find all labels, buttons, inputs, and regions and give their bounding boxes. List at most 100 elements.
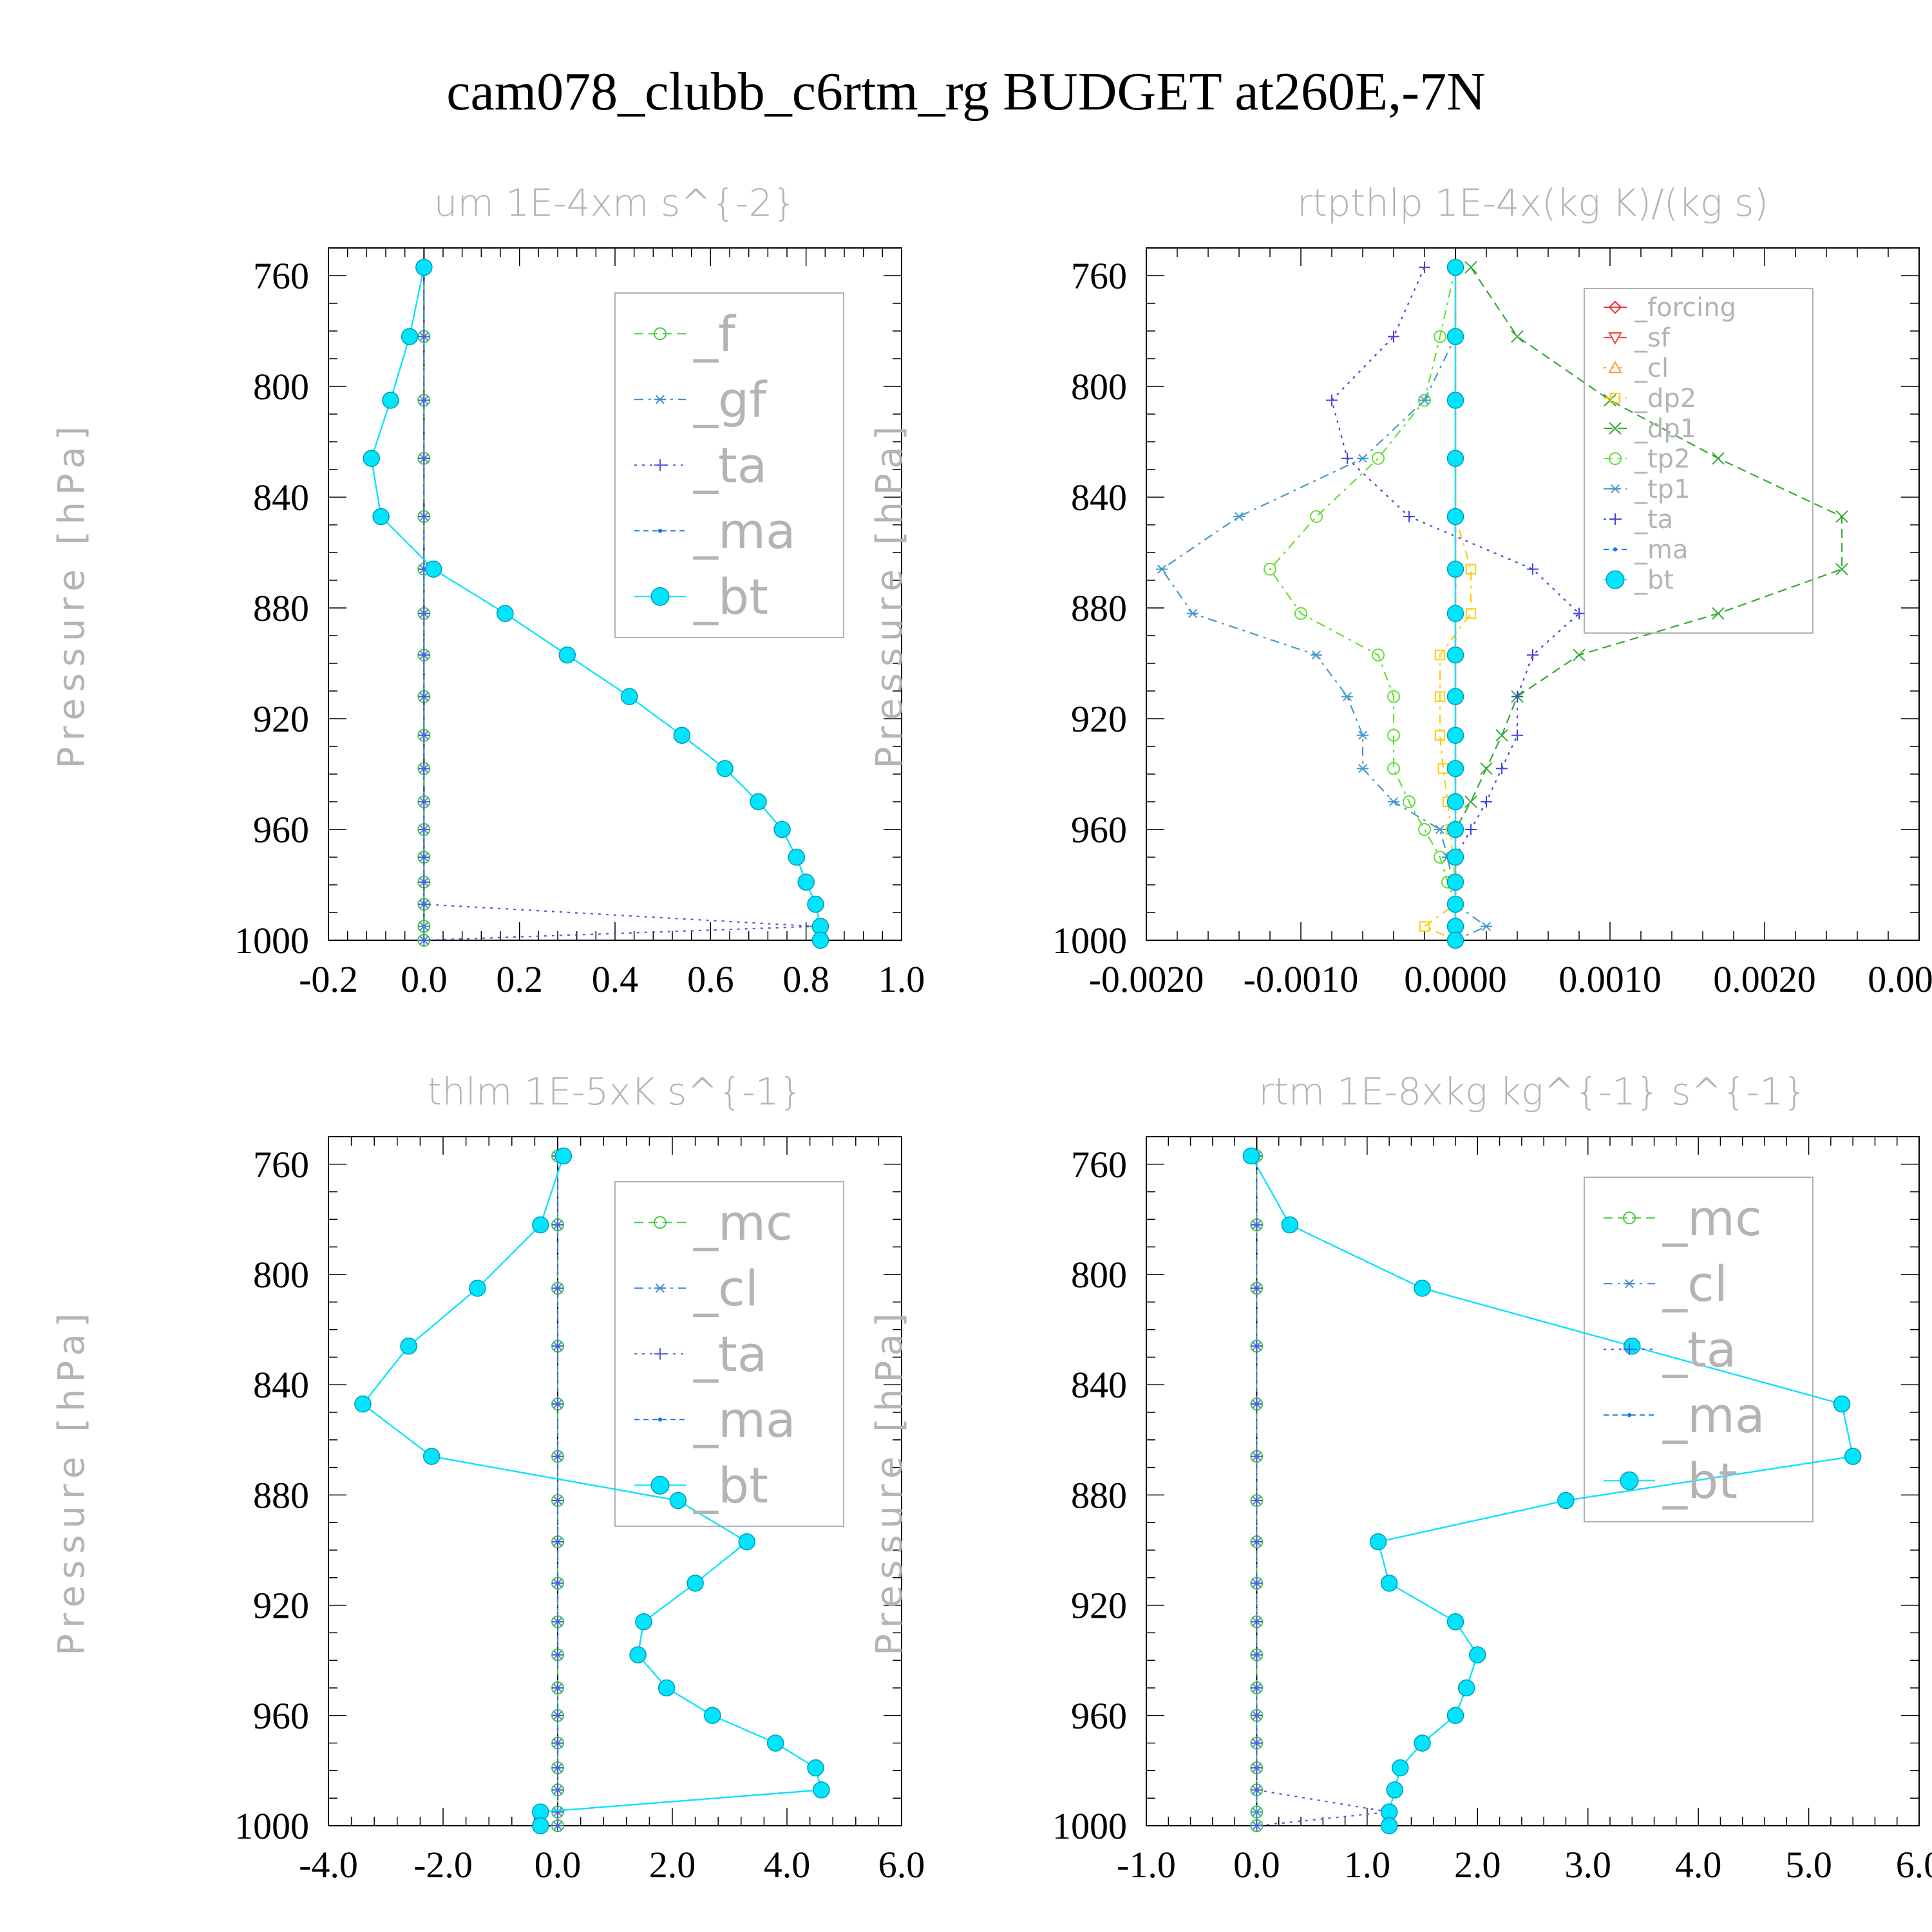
legend-marker — [1609, 392, 1621, 404]
legend-label: _tp1 — [1634, 475, 1690, 504]
data-point — [1310, 510, 1323, 524]
legend-marker — [1609, 484, 1621, 494]
data-point — [1387, 690, 1400, 703]
y-tick-label: 960 — [253, 809, 309, 851]
data-point — [635, 1613, 652, 1631]
x-tick-label: -2.0 — [413, 1844, 473, 1886]
x-tick-label: 0.0 — [401, 958, 448, 1000]
data-point — [552, 1709, 564, 1721]
legend-label: _gf — [693, 371, 768, 428]
data-point — [1434, 649, 1446, 661]
y-tick-label: 1000 — [234, 1805, 309, 1847]
legend-box — [614, 1181, 844, 1527]
data-point — [418, 649, 430, 661]
x-tick-label: 0.0000 — [1404, 958, 1507, 1000]
data-point — [1573, 607, 1585, 620]
data-point — [1712, 607, 1725, 620]
series-ta — [552, 1150, 564, 1832]
data-point — [418, 762, 430, 775]
data-point — [1281, 1216, 1299, 1234]
data-point — [1419, 395, 1430, 405]
legend-marker — [1605, 570, 1625, 589]
data-point — [1187, 609, 1198, 618]
data-point — [1251, 1682, 1263, 1694]
legend-label: _ta — [693, 1325, 767, 1383]
y-axis-label: Pressure [hPa] — [869, 1307, 911, 1656]
legend-marker — [650, 587, 670, 606]
y-tick-label: 920 — [253, 1585, 309, 1627]
y-tick-label: 800 — [253, 366, 309, 408]
x-tick-label: -0.2 — [299, 958, 358, 1000]
series-ma — [1249, 1153, 1855, 1828]
series-line — [1454, 267, 1843, 940]
data-point — [1446, 760, 1464, 777]
x-tick-label: 1.0 — [878, 958, 925, 1000]
y-tick-label: 840 — [1071, 1364, 1127, 1406]
legend-label: _ma — [1662, 1387, 1765, 1444]
legend-marker — [658, 529, 663, 533]
legend-box — [1584, 288, 1814, 634]
data-point — [418, 452, 430, 464]
legend-marker — [1623, 1211, 1636, 1225]
data-point — [1357, 730, 1368, 740]
legend-label: _bt — [1662, 1452, 1738, 1510]
data-point — [418, 607, 430, 620]
data-point — [1446, 605, 1464, 622]
data-point — [418, 934, 430, 946]
data-point — [1357, 453, 1368, 463]
data-point — [1833, 1395, 1851, 1413]
data-point — [1527, 563, 1539, 575]
y-tick-label: 920 — [1071, 698, 1127, 740]
y-axis-label: Pressure [hPa] — [869, 420, 911, 769]
legend-label: _mc — [1662, 1189, 1762, 1247]
x-tick-label: 0.0030 — [1868, 958, 1932, 1000]
data-point — [372, 507, 390, 526]
data-point — [1251, 1616, 1263, 1628]
data-point — [422, 1448, 440, 1465]
data-point — [1251, 1649, 1263, 1661]
data-point — [1372, 649, 1385, 662]
legend-marker — [654, 459, 666, 471]
legend-label: _cl — [1634, 354, 1669, 383]
legend-label: _mc — [693, 1194, 793, 1251]
data-point — [807, 895, 824, 913]
x-tick-label: 0.0 — [535, 1844, 582, 1886]
data-point — [497, 605, 514, 622]
data-point — [532, 1216, 549, 1234]
data-point — [1251, 1282, 1263, 1294]
data-point — [1835, 510, 1848, 523]
legend-label: _ma — [1634, 535, 1688, 565]
x-tick-label: -1.0 — [1117, 1844, 1176, 1886]
data-point — [1264, 562, 1276, 576]
data-point — [418, 690, 430, 703]
legend-marker — [654, 395, 666, 404]
data-point — [1446, 507, 1464, 526]
data-point — [629, 1646, 647, 1663]
data-point — [1369, 1533, 1387, 1551]
series-line — [1269, 267, 1457, 940]
figure-title: cam078_clubb_c6rtm_rg BUDGET at260E,-7N — [446, 62, 1486, 122]
panel-2: rtpthlp 1E-4x(kg K)/(kg s) Pressure [hPa]… — [869, 181, 1932, 1000]
data-point — [1233, 512, 1245, 522]
data-point — [418, 330, 430, 343]
legend-label: _dp2 — [1634, 384, 1696, 413]
legend-label: _cl — [1662, 1255, 1728, 1312]
data-point — [1480, 762, 1493, 775]
series-line — [1250, 1155, 1854, 1826]
legend-label: _sf — [1634, 323, 1671, 353]
y-tick-label: 920 — [253, 698, 309, 740]
data-point — [552, 1494, 564, 1506]
series-bt — [1446, 258, 1464, 949]
y-tick-label: 1000 — [1052, 920, 1127, 961]
series-tp1 — [1156, 263, 1492, 945]
y-tick-label: 880 — [1071, 587, 1127, 629]
legend: _mc _cl _ta _ma _bt — [1584, 1177, 1814, 1522]
y-tick-label: 760 — [253, 1144, 309, 1186]
data-point — [1372, 451, 1385, 465]
legend-marker — [1608, 300, 1622, 314]
data-point — [658, 1679, 676, 1697]
data-point — [1251, 1450, 1263, 1463]
data-point — [1388, 330, 1399, 343]
data-point — [552, 1398, 564, 1410]
